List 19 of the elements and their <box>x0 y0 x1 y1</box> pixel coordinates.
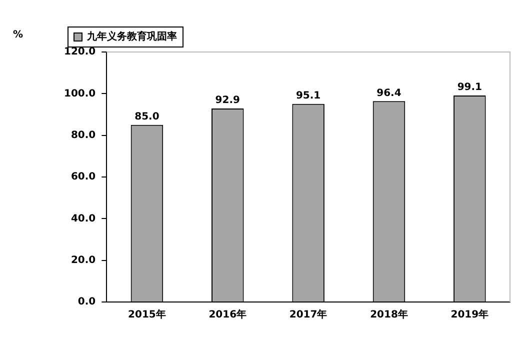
x-tick-label: 2017年 <box>289 308 328 321</box>
text: 92.9 <box>215 95 240 106</box>
y-tick-label: 120.0 <box>64 46 96 58</box>
y-tick-label: 100.0 <box>64 88 96 100</box>
y-tick-label: 60.0 <box>70 172 96 183</box>
y-tick-label: 40.0 <box>70 213 96 224</box>
legend-label: 九年义务教育巩固率 <box>86 30 177 43</box>
x-tick-label: 2018年 <box>370 308 408 321</box>
x-tick-label: 2019年 <box>450 308 489 321</box>
y-tick-label: 20.0 <box>70 254 96 266</box>
x-tick-label: 2016年 <box>208 308 247 321</box>
text: 85.0 <box>134 112 160 123</box>
text: 99.1 <box>457 82 482 94</box>
text: 96.4 <box>376 88 402 99</box>
text: 95.1 <box>296 90 321 102</box>
y-tick-label: 0.0 <box>78 296 96 308</box>
y-axis-title: % <box>12 30 24 41</box>
y-tick-label: 80.0 <box>70 130 96 141</box>
x-tick-label: 2015年 <box>128 308 166 321</box>
